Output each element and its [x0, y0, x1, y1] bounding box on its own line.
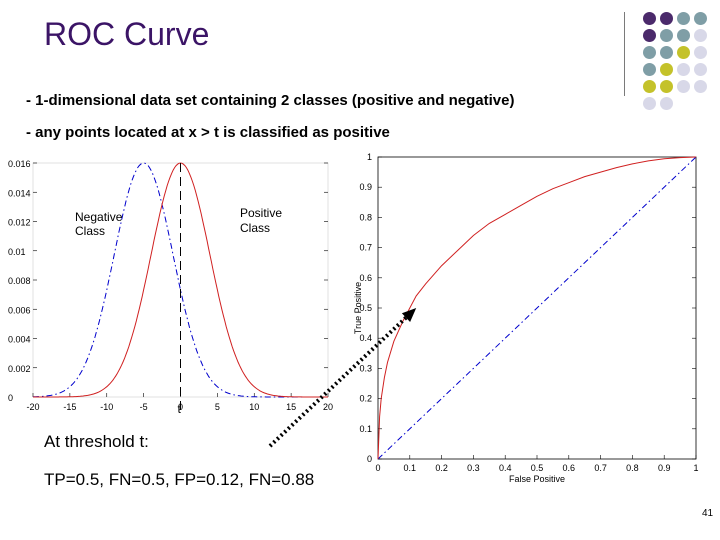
- dist-y-tick-label: 0.008: [8, 276, 31, 286]
- roc-x-tick-label: 0.2: [435, 463, 448, 473]
- roc-y-tick-label: 0.1: [359, 424, 372, 434]
- negative-class-legend-line2: Class: [75, 224, 105, 238]
- roc-x-tick-label: 0.1: [404, 463, 417, 473]
- dist-x-tick-label: 15: [286, 402, 296, 412]
- threshold-caption: At threshold t:: [44, 432, 149, 451]
- rates-caption: TP=0.5, FN=0.5, FP=0.12, FN=0.88: [44, 470, 315, 489]
- positive-class-legend-line1: Positive: [240, 206, 282, 220]
- dist-y-tick-label: 0.006: [8, 305, 31, 315]
- roc-y-tick-label: 0.7: [359, 243, 372, 253]
- decor-divider: [624, 12, 625, 96]
- decor-dot: [643, 63, 656, 76]
- roc-x-tick-label: 0.4: [499, 463, 512, 473]
- decor-dot: [660, 97, 673, 110]
- roc-y-tick-label: 0: [367, 454, 372, 464]
- decor-dot: [643, 46, 656, 59]
- decor-dot: [677, 12, 690, 25]
- roc-x-tick-label: 0.5: [531, 463, 544, 473]
- roc-y-tick-label: 0.3: [359, 363, 372, 373]
- decor-dot: [694, 80, 707, 93]
- dist-y-tick-label: 0.004: [8, 335, 31, 345]
- positive-class-legend-line2: Class: [240, 221, 270, 235]
- dist-x-tick-label: -10: [100, 402, 113, 412]
- roc-y-tick-label: 0.9: [359, 182, 372, 192]
- roc-x-tick-label: 1: [693, 463, 698, 473]
- roc-x-tick-label: 0.7: [594, 463, 607, 473]
- roc-x-tick-label: 0: [375, 463, 380, 473]
- decor-dot: [677, 29, 690, 42]
- roc-x-axis-label: False Positive: [509, 474, 565, 484]
- dist-x-tick-label: 5: [215, 402, 220, 412]
- dist-x-tick-label: -5: [140, 402, 148, 412]
- dist-y-tick-label: 0.016: [8, 159, 31, 169]
- decor-dot: [694, 12, 707, 25]
- bullet-dataset: - 1-dimensional data set containing 2 cl…: [26, 92, 515, 109]
- roc-random-diagonal: [377, 156, 697, 460]
- decor-dot: [694, 29, 707, 42]
- decor-dot: [694, 63, 707, 76]
- negative-class-curve: [33, 162, 328, 398]
- highlight-arrow-head: [401, 308, 417, 322]
- page-number: 41: [702, 508, 714, 519]
- roc-plot: 0 0.1 0.2 0.3 0.4 0.5 0.6 0.7 0.8 0.9 1 0 0.1 0.2 0.3…: [353, 152, 699, 484]
- roc-curve: [377, 156, 697, 460]
- threshold-label: t: [178, 402, 182, 416]
- decor-dot: [660, 63, 673, 76]
- roc-y-tick-label: 0.6: [359, 273, 372, 283]
- dist-y-tick-label: 0.014: [8, 188, 31, 198]
- bullet-threshold-rule: - any points located at x > t is classif…: [26, 124, 390, 141]
- negative-class-legend-line1: Negative: [75, 210, 123, 224]
- decor-dot: [677, 80, 690, 93]
- decor-dot: [643, 12, 656, 25]
- dist-y-tick-label: 0.012: [8, 218, 31, 228]
- roc-y-tick-label: 0.5: [359, 303, 372, 313]
- distribution-plot: 0 0.002 0.004 0.006 0.008 0.01 0.012 0.014 0.016…: [8, 159, 333, 416]
- roc-x-tick-label: 0.3: [467, 463, 480, 473]
- dist-x-tick-label: 20: [323, 402, 333, 412]
- dist-x-tick-label: -20: [26, 402, 39, 412]
- roc-y-tick-label: 0.2: [359, 394, 372, 404]
- decor-dot: [694, 46, 707, 59]
- dist-y-tick-label: 0.01: [8, 247, 26, 257]
- dist-y-tick-label: 0.002: [8, 364, 31, 374]
- dist-x-tick-label: -15: [63, 402, 76, 412]
- roc-x-tick-label: 0.8: [626, 463, 639, 473]
- roc-x-tick-label: 0.9: [658, 463, 671, 473]
- decor-dot: [660, 46, 673, 59]
- dist-y-tick-label: 0: [8, 393, 13, 403]
- decor-dot: [643, 97, 656, 110]
- decor-dot: [660, 80, 673, 93]
- decor-dot: [643, 80, 656, 93]
- decor-dot: [643, 29, 656, 42]
- decor-dot: [677, 46, 690, 59]
- decor-dot: [660, 29, 673, 42]
- roc-y-tick-label: 0.8: [359, 212, 372, 222]
- dist-x-tick-label: 10: [249, 402, 259, 412]
- slide-title: ROC Curve: [44, 16, 210, 52]
- decor-dot: [660, 12, 673, 25]
- roc-y-axis-label: True Positive: [353, 282, 363, 334]
- roc-x-tick-label: 0.6: [563, 463, 576, 473]
- highlight-arrow: [268, 314, 409, 448]
- roc-y-tick-label: 1: [367, 152, 372, 162]
- roc-y-tick-label: 0.4: [359, 333, 372, 343]
- decor-dot: [677, 63, 690, 76]
